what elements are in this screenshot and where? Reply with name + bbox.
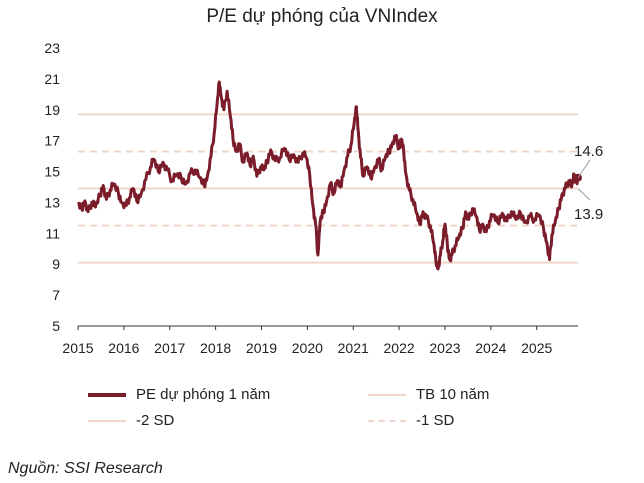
- legend-label-minus2sd: -2 SD: [136, 412, 175, 429]
- x-axis-ticks: 2015 2016 2017 2018 2019 2020 2021 2022 2023 2024…: [62, 326, 552, 356]
- legend-item-minus1sd: -1 SD: [368, 412, 454, 429]
- pe-series-line: [77, 80, 580, 271]
- legend-swatch-minus1sd: [368, 419, 406, 422]
- annotation-lower-label: 13.9: [574, 206, 603, 223]
- y-tick-label: 15: [44, 164, 60, 180]
- x-tick-label: 2024: [475, 340, 506, 356]
- chart-title: P/E dự phóng của VNIndex: [206, 6, 438, 27]
- y-tick-label: 11: [45, 225, 60, 241]
- legend-swatch-minus2sd: [88, 419, 126, 422]
- y-tick-label: 13: [44, 194, 60, 210]
- annotations: 14.6 13.9: [574, 143, 603, 223]
- x-tick-label: 2017: [154, 340, 185, 356]
- series-layer: [77, 80, 582, 271]
- x-tick-label: 2020: [292, 340, 323, 356]
- x-tick-label: 2025: [521, 340, 552, 356]
- legend-swatch-mean: [368, 393, 406, 396]
- x-tick-label: 2015: [62, 340, 93, 356]
- y-tick-label: 5: [52, 318, 60, 334]
- y-tick-label: 21: [44, 71, 60, 87]
- annotation-leader-lower: [577, 188, 591, 201]
- x-tick-label: 2018: [200, 340, 231, 356]
- x-tick-label: 2021: [338, 340, 369, 356]
- legend-label-mean: TB 10 năm: [416, 386, 490, 403]
- legend-item-pe: PE dự phóng 1 năm: [88, 386, 270, 403]
- y-tick-label: 7: [52, 287, 60, 303]
- y-tick-label: 9: [52, 256, 60, 272]
- x-tick-label: 2022: [384, 340, 415, 356]
- y-axis-ticks: 5 7 9 11 13 15 17 19 21 23: [44, 40, 60, 334]
- y-tick-label: 17: [44, 133, 60, 149]
- source-note: Nguồn: SSI Research: [8, 460, 163, 477]
- x-tick-label: 2023: [429, 340, 460, 356]
- y-tick-label: 19: [44, 102, 60, 118]
- x-tick-label: 2019: [246, 340, 277, 356]
- legend-label-minus1sd: -1 SD: [416, 412, 455, 429]
- legend-item-minus2sd: -2 SD: [88, 412, 174, 429]
- annotation-leader-upper: [577, 159, 591, 179]
- annotation-upper-label: 14.6: [574, 143, 603, 160]
- x-tick-label: 2016: [108, 340, 139, 356]
- legend-label-pe: PE dự phóng 1 năm: [136, 386, 271, 403]
- y-tick-label: 23: [44, 40, 60, 56]
- legend-item-mean: TB 10 năm: [368, 386, 489, 403]
- legend-swatch-pe: [88, 392, 126, 397]
